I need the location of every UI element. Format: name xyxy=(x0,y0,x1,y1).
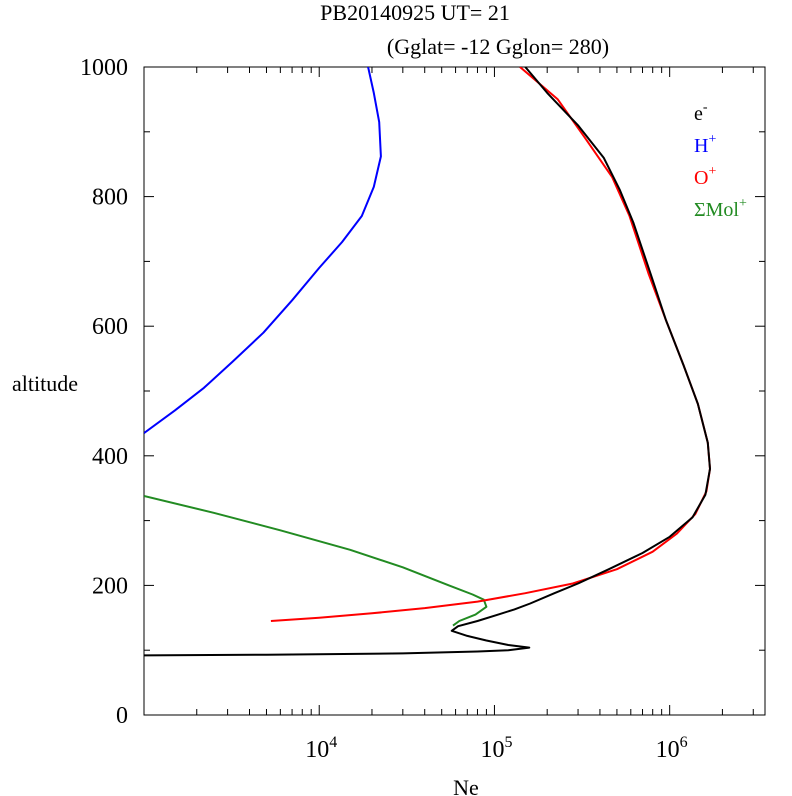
y-axis: 0 200 400 600 800 1000 xyxy=(80,55,765,729)
series-line-o xyxy=(270,67,711,622)
x-tick-label: 105 xyxy=(480,734,512,763)
chart-title-line2: (Gglat= -12 Gglon= 280) xyxy=(387,34,609,59)
plot-frame xyxy=(143,66,766,716)
legend-entry-o: O+ xyxy=(694,164,716,189)
series-line-mol xyxy=(144,495,488,627)
y-tick-label: 400 xyxy=(92,444,128,470)
legend-entry-h: H+ xyxy=(694,132,716,157)
y-tick-label: 600 xyxy=(92,314,128,340)
series-layer xyxy=(144,67,711,657)
y-tick-label: 0 xyxy=(116,703,128,729)
y-axis-label: altitude xyxy=(12,371,78,396)
chart-title-line1: PB20140925 UT= 21 xyxy=(320,0,510,25)
legend-entry-mol: ΣMol+ xyxy=(694,196,747,221)
x-tick-label: 106 xyxy=(656,734,688,763)
x-axis-label: Ne xyxy=(453,775,479,796)
series-line-h xyxy=(144,67,382,434)
y-tick-label: 1000 xyxy=(80,55,128,81)
y-tick-label: 200 xyxy=(92,573,128,599)
y-tick-label: 800 xyxy=(92,185,128,211)
x-tick-label: 104 xyxy=(305,734,337,763)
legend-entry-e: e- xyxy=(694,100,708,125)
x-axis: 104 105 106 xyxy=(143,67,754,763)
plot-area xyxy=(143,66,766,716)
series-line-e xyxy=(144,67,711,657)
legend: e- H+ O+ ΣMol+ xyxy=(694,100,747,221)
